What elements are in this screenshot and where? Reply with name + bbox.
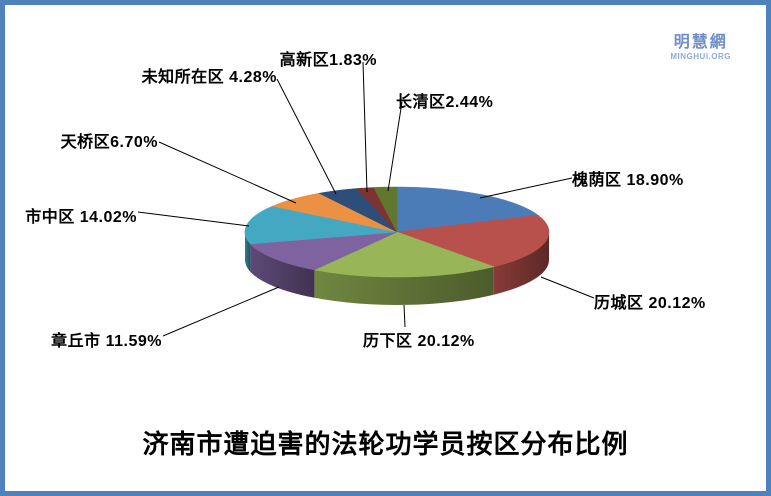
slice-label-shizhong: 市中区 14.02%	[25, 209, 137, 226]
slice-label-huaiyin: 槐荫区 18.90%	[572, 172, 684, 189]
chart-title: 济南市遭迫害的法轮功学员按区分布比例	[142, 429, 629, 459]
leader-line	[403, 304, 406, 328]
leader-line	[162, 286, 280, 337]
logo-subtext: MINGHUI.ORG	[670, 51, 731, 61]
slice-label-lixia: 历下区 20.12%	[363, 333, 475, 350]
leader-line	[387, 101, 403, 192]
pie-slice	[244, 205, 398, 245]
minghui-logo: 明慧網 MINGHUI.ORG	[670, 34, 731, 61]
leader-line	[362, 61, 368, 193]
slice-label-unknown-district: 未知所在区 4.28%	[141, 69, 277, 86]
pie-slice	[373, 186, 398, 233]
slice-label-changqing: 长清区2.44%	[396, 94, 494, 111]
pie-slice-wall	[250, 243, 315, 298]
leader-line	[276, 78, 337, 195]
pie-slice	[396, 214, 550, 268]
leader-line	[137, 211, 250, 227]
slice-label-licheng: 历城区 20.12%	[594, 295, 706, 312]
slice-label-zhangqiu: 章丘市 11.59%	[51, 333, 162, 350]
pie-slice-wall	[493, 232, 549, 295]
slice-label-gaoxin: 高新区1.83%	[279, 52, 377, 69]
slice-label-tianqiao: 天桥区6.70%	[60, 134, 158, 151]
pie-slice-wall	[244, 232, 251, 272]
pie-slice-wall	[314, 266, 494, 306]
pie-slice	[249, 231, 398, 271]
logo-text: 明慧網	[673, 34, 728, 51]
pie-slice	[396, 186, 539, 233]
leader-line	[158, 141, 297, 204]
pie-slice	[313, 231, 495, 278]
leader-line	[540, 276, 595, 299]
leader-line	[479, 177, 573, 199]
